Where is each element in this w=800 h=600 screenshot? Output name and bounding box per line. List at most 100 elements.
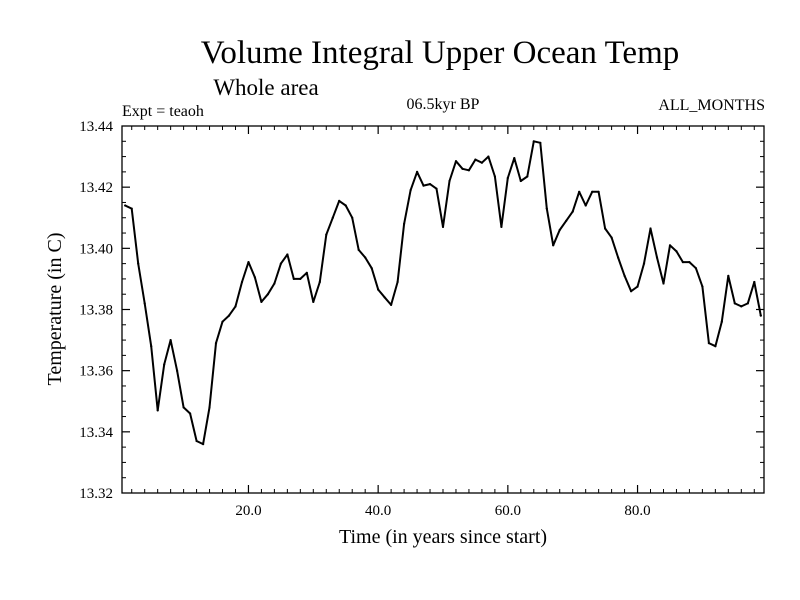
data-point xyxy=(351,216,354,219)
data-point xyxy=(759,314,762,317)
tick-labels: 20.0 40.0 60.0 80.0 13.32 13.34 13.36 13.38 13.4… xyxy=(79,119,650,519)
data-point xyxy=(377,288,380,291)
y-tick-label: 13.38 xyxy=(79,303,113,319)
data-point xyxy=(409,189,412,192)
data-point xyxy=(189,412,192,415)
data-point xyxy=(292,277,295,280)
data-point xyxy=(649,227,652,230)
data-point xyxy=(480,161,483,164)
x-axis-label: Time (in years since start) xyxy=(339,526,547,548)
data-point xyxy=(202,443,205,446)
data-point xyxy=(746,302,749,305)
data-point xyxy=(720,320,723,323)
data-point xyxy=(214,342,218,345)
data-point xyxy=(753,280,756,284)
data-point xyxy=(467,169,470,172)
data-point xyxy=(539,141,542,144)
y-tick-label: 13.36 xyxy=(79,364,113,380)
data-point xyxy=(688,261,691,264)
data-point xyxy=(733,302,736,305)
data-point xyxy=(416,170,419,173)
data-point xyxy=(610,236,613,239)
data-point xyxy=(461,167,464,170)
data-point xyxy=(169,339,172,342)
data-point xyxy=(474,158,477,161)
data-point xyxy=(655,256,659,259)
data-point xyxy=(487,155,490,158)
data-point xyxy=(305,271,308,274)
data-point xyxy=(273,282,276,285)
data-point xyxy=(500,225,503,228)
data-point xyxy=(266,293,269,296)
major-ticks xyxy=(122,126,764,493)
data-point xyxy=(338,199,341,202)
months-label: ALL_MONTHS xyxy=(658,97,765,114)
data-point xyxy=(636,285,639,288)
data-point xyxy=(565,219,568,222)
y-tick-label: 13.34 xyxy=(79,425,113,441)
data-point xyxy=(571,210,574,213)
data-point xyxy=(247,261,250,264)
data-point xyxy=(668,244,672,247)
data-point xyxy=(130,207,133,210)
data-point xyxy=(493,175,496,178)
data-point xyxy=(694,267,698,270)
data-point xyxy=(604,227,607,230)
period-label: 06.5kyr BP xyxy=(407,96,480,113)
data-point xyxy=(370,267,373,270)
data-point xyxy=(390,303,393,306)
data-point xyxy=(597,190,600,193)
y-axis-label: Temperature (in C) xyxy=(44,233,66,386)
data-point xyxy=(662,282,665,285)
y-tick-label: 13.44 xyxy=(79,119,113,135)
data-point xyxy=(552,244,555,247)
data-point xyxy=(279,262,282,265)
data-point xyxy=(578,190,581,193)
data-point xyxy=(137,262,140,265)
data-point xyxy=(441,225,445,228)
data-point xyxy=(714,345,717,348)
data-point xyxy=(163,363,166,366)
data-point xyxy=(234,305,237,308)
data-point xyxy=(513,157,516,160)
data-point xyxy=(675,250,678,253)
data-point xyxy=(176,369,179,372)
data-point xyxy=(727,274,730,277)
data-point xyxy=(318,280,321,284)
series-line-teaoh xyxy=(124,140,762,446)
data-point xyxy=(506,176,509,180)
data-point xyxy=(623,274,626,277)
y-tick-label: 13.32 xyxy=(79,486,113,502)
experiment-label: Expt = teaoh xyxy=(122,103,204,120)
data-point xyxy=(240,280,244,284)
data-point xyxy=(286,253,289,256)
data-point xyxy=(428,183,432,186)
data-point xyxy=(526,175,529,178)
x-tick-label: 60.0 xyxy=(495,503,521,519)
data-point xyxy=(584,204,587,207)
data-point xyxy=(156,409,159,412)
data-point xyxy=(227,314,231,317)
data-point xyxy=(545,207,548,210)
data-point xyxy=(312,300,315,303)
data-point xyxy=(519,179,522,183)
data-point xyxy=(143,302,146,305)
data-point xyxy=(617,256,620,259)
data-point xyxy=(591,190,594,193)
data-point xyxy=(299,277,302,280)
data-point xyxy=(357,248,360,251)
chart-title: Volume Integral Upper Ocean Temp xyxy=(201,35,679,71)
data-point xyxy=(150,345,153,348)
data-point xyxy=(195,439,198,443)
data-point xyxy=(325,233,328,236)
y-tick-label: 13.42 xyxy=(79,180,113,196)
data-point xyxy=(253,276,256,279)
data-point xyxy=(331,216,334,219)
data-point xyxy=(740,305,743,308)
x-tick-label: 40.0 xyxy=(365,503,391,519)
data-point xyxy=(221,320,224,323)
data-point xyxy=(364,256,367,259)
minor-ticks xyxy=(122,126,764,493)
data-point xyxy=(435,187,438,190)
